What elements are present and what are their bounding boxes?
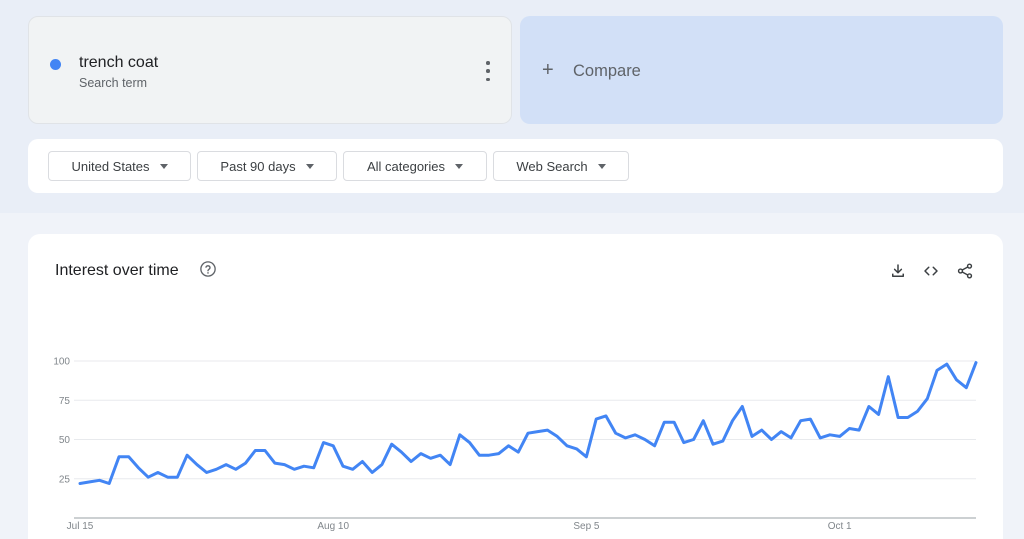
compare-button[interactable]: + Compare: [520, 16, 1003, 124]
caret-down-icon: [455, 163, 464, 169]
filter-time-range[interactable]: Past 90 days: [197, 151, 337, 181]
filter-bar: United States Past 90 days All categorie…: [28, 139, 1003, 193]
filter-region[interactable]: United States: [48, 151, 191, 181]
search-term-name[interactable]: trench coat: [79, 54, 159, 71]
caret-down-icon: [597, 163, 606, 169]
x-tick-label: Aug 10: [317, 521, 349, 532]
filter-category[interactable]: All categories: [343, 151, 487, 181]
chart-title: Interest over time: [55, 262, 179, 279]
interest-over-time-card: Interest over time 25 50 75 100 Jul 15 Aug 10…: [28, 234, 1003, 539]
filter-time-range-label: Past 90 days: [220, 158, 296, 174]
share-icon[interactable]: [956, 262, 974, 280]
search-term-card[interactable]: trench coat Search term: [28, 16, 512, 124]
filter-search-type-label: Web Search: [516, 158, 588, 174]
compare-label: Compare: [573, 62, 641, 80]
caret-down-icon: [305, 163, 314, 169]
search-term-subtitle: Search term: [79, 76, 148, 90]
y-tick-label: 25: [59, 474, 71, 485]
download-icon[interactable]: [889, 262, 907, 280]
caret-down-icon: [159, 163, 168, 169]
series-color-dot: [50, 59, 61, 70]
y-tick-label: 100: [53, 357, 70, 368]
series-line-trench-coat: [78, 361, 978, 485]
embed-code-icon[interactable]: [922, 262, 940, 280]
filter-region-label: United States: [71, 158, 150, 174]
line-chart: 25 50 75 100 Jul 15 Aug 10 Sep 5 Oct 1: [53, 357, 978, 532]
x-tick-label: Oct 1: [828, 521, 852, 532]
help-circle-icon[interactable]: [199, 260, 217, 278]
filter-search-type[interactable]: Web Search: [493, 151, 629, 181]
filter-category-label: All categories: [366, 158, 446, 174]
y-tick-label: 50: [59, 435, 71, 446]
y-tick-label: 75: [59, 396, 71, 407]
more-vert-icon[interactable]: [482, 61, 494, 81]
x-tick-label: Jul 15: [67, 521, 94, 532]
x-tick-label: Sep 5: [573, 521, 600, 532]
plus-icon: +: [542, 59, 554, 81]
